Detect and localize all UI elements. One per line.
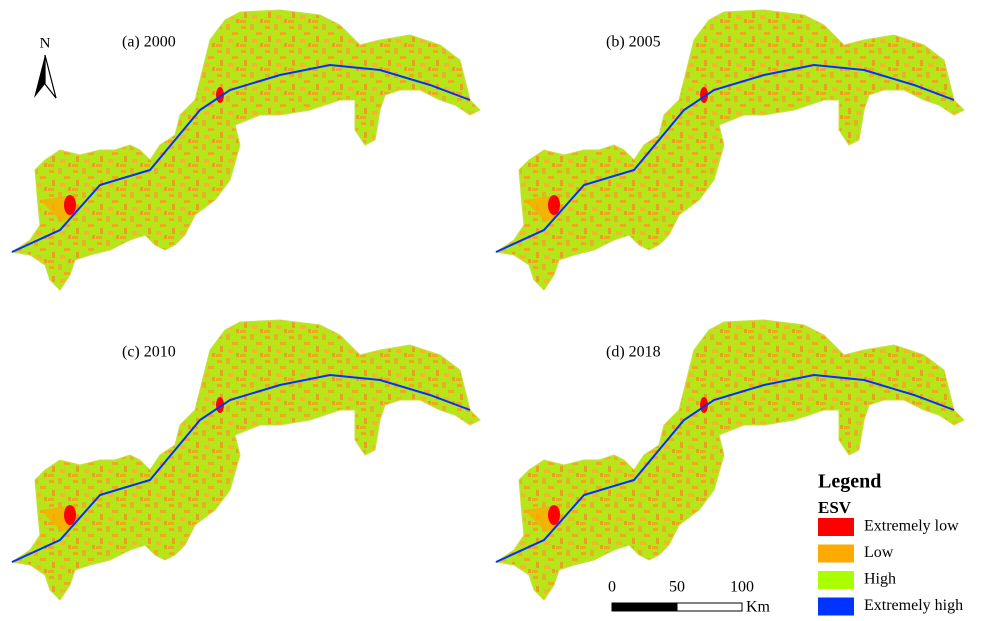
- legend-swatch: [818, 545, 854, 563]
- legend-subtitle: ESV: [818, 498, 852, 517]
- legend-label: Extremely high: [864, 597, 963, 614]
- map-panel: [12, 320, 480, 600]
- legend: Extremely low Low High Extremely high: [818, 518, 963, 616]
- legend-title: Legend: [818, 471, 881, 493]
- scale-unit: Km: [746, 599, 771, 616]
- legend-label: Low: [864, 544, 894, 561]
- map-panel: [12, 10, 480, 290]
- north-label: N: [40, 35, 51, 51]
- panel-label: (a) 2000: [122, 34, 176, 51]
- map-panel: [496, 320, 964, 600]
- legend-swatch: [818, 518, 854, 536]
- legend-label: High: [864, 571, 896, 588]
- map-panel: [496, 10, 964, 290]
- panel-label: (b) 2005: [606, 34, 661, 51]
- legend-swatch: [818, 571, 854, 589]
- north-arrow: N: [34, 35, 56, 98]
- scale-tick-label: 100: [730, 579, 754, 596]
- figure: (a) 2000 (b) 2005 (c) 2010 (d) 2018 N Le…: [0, 0, 986, 621]
- scale-tick-label: 0: [608, 579, 616, 596]
- scale-bar: 0 50 100 Km: [608, 579, 771, 616]
- scale-tick-label: 50: [669, 579, 685, 596]
- scale-segment: [612, 603, 677, 611]
- panel-label: (d) 2018: [606, 344, 661, 361]
- panel-label: (c) 2010: [122, 344, 176, 361]
- legend-swatch: [818, 598, 854, 616]
- legend-label: Extremely low: [864, 518, 959, 535]
- scale-segment: [677, 603, 742, 611]
